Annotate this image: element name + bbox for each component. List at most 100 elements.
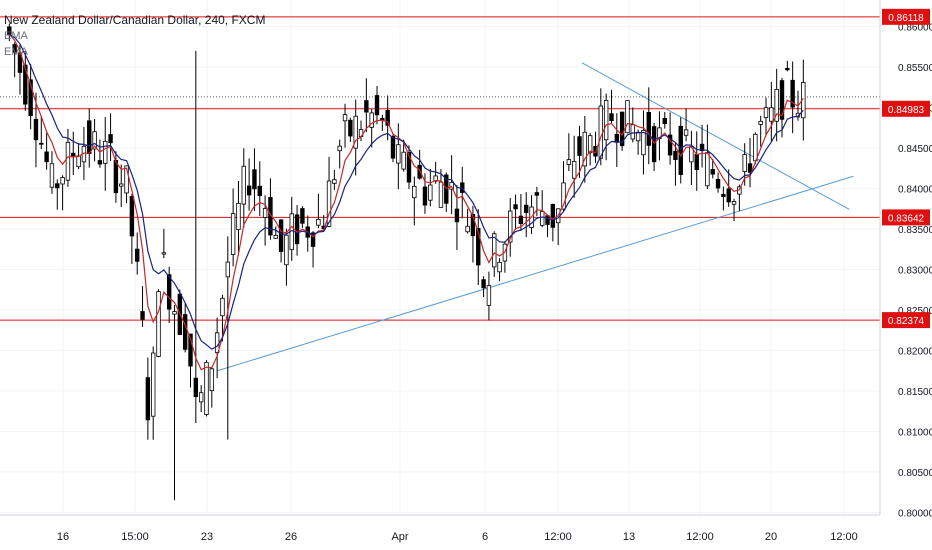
time-tick-label: Apr [391,531,408,543]
candle-body [428,184,433,201]
candle-body [337,145,342,152]
candle-body [785,67,790,71]
candle-body [587,135,593,154]
candle-body [129,196,135,237]
candle-body [166,274,172,310]
candle-body [374,95,380,116]
chart-grid [0,0,880,515]
ema-legend-2[interactable]: EMA [4,46,28,58]
candle-body [763,107,769,118]
candle-body [44,151,49,163]
candle-body [23,64,28,105]
candle-body [262,208,268,218]
candle-body [252,169,257,190]
candle-body [747,163,753,173]
candle-body [353,115,358,149]
candle-body [694,154,699,170]
candle-body [524,204,529,213]
candles [7,23,806,501]
candle-body [465,225,470,233]
candle-body [678,125,683,175]
candle-body [476,228,481,266]
candle-body [342,114,348,122]
candle-body [140,311,145,320]
candle-body [76,155,81,168]
candle-body [715,179,721,189]
time-axis[interactable]: 16 15:00 23 26 Apr 6 12:00 13 12:00 20 12:00 [0,514,880,543]
candle-body [513,204,518,210]
time-tick-label: 26 [285,531,297,543]
candle-body [364,100,369,113]
candle-body [156,291,161,357]
candle-body [449,182,454,190]
candle-body [380,117,385,121]
candle-body [603,100,609,141]
candle-body [65,141,71,181]
candle-body [390,135,396,159]
candle-body [225,261,231,278]
level-price-tag [882,8,930,25]
price-tick-label: 0.81500 [898,387,932,398]
candle-body [641,130,646,156]
candle-body [257,185,262,196]
candle-body [401,151,406,170]
symbol-title: New Zealand Dollar/Canadian Dollar, 240,… [4,13,266,27]
candle-body [561,182,566,210]
level-price-text: 0.83642 [888,213,925,224]
time-tick-label: 16 [57,531,69,543]
price-tick-label: 0.83500 [898,225,932,236]
time-tick-label: 6 [482,531,488,543]
trendline-support[interactable] [217,175,854,372]
candle-body [236,202,241,230]
candle-body [705,152,710,187]
candle-body [534,192,540,196]
candle-body [769,107,774,122]
candle-body [412,185,417,199]
candle-body [662,117,667,125]
candle-body [582,131,588,167]
time-tick-label: 12:00 [686,531,714,543]
ema-legend-1[interactable]: EMA [4,30,28,42]
level-price-labels: 0.86118 0.84983 0.83642 0.82374 [882,8,930,329]
candle-body [204,362,209,415]
candle-body [492,233,497,268]
price-tick-label: 0.81000 [898,427,932,438]
candle-body [406,152,412,183]
candle-body [470,214,476,237]
candle-body [598,105,604,159]
candle-body [12,44,17,53]
candle-body [220,297,225,317]
candle-body [758,120,763,125]
candle-body [433,175,438,182]
candle-body [753,133,758,162]
candle-body [742,154,747,172]
candle-body [103,140,108,164]
candle-body [683,129,689,136]
candle-body [417,164,422,179]
price-tick-label: 0.82500 [898,306,932,317]
candle-body [33,118,39,141]
candle-body [571,161,577,179]
candle-body [625,100,630,134]
time-tick-label: 20 [765,531,777,543]
candle-body [49,163,55,188]
time-tick-label: 12:00 [544,531,572,543]
candle-body [619,111,625,147]
price-tick-label: 0.84000 [898,184,932,195]
candle-body [481,279,486,289]
ema-fast-line [8,33,804,371]
price-tick-label: 0.82000 [898,346,932,357]
price-axis[interactable]: 0.80000 0.80500 0.81000 0.81500 0.82000 0.825… [879,0,932,550]
price-axis-bg [880,0,932,550]
trendline-resistance[interactable] [581,62,850,210]
candle-body [646,111,651,146]
candle-body [667,134,673,156]
candle-body [545,215,550,225]
candle-body [497,261,502,273]
candle-body [790,79,795,108]
candle-body [241,165,246,205]
candle-body [145,377,151,421]
level-price-tag [882,100,930,117]
level-price-tag [882,312,930,329]
